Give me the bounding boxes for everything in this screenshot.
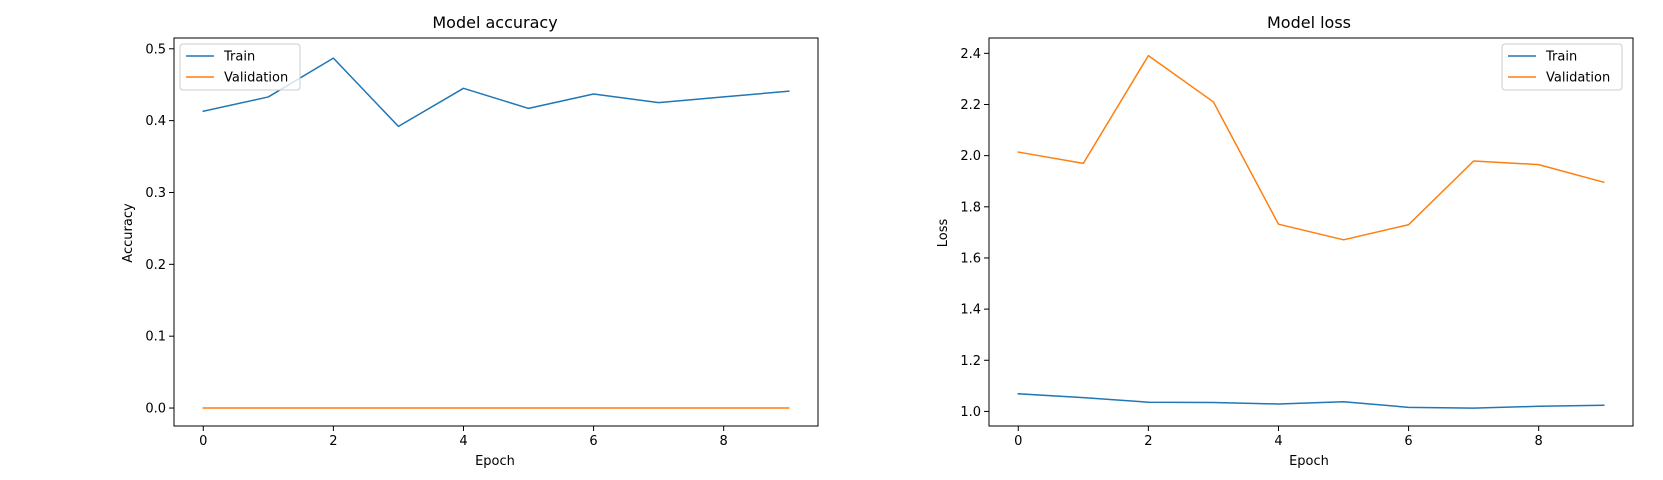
loss-y-tick-label: 2.0 [960, 149, 981, 164]
accuracy-series-train-line [202, 57, 790, 128]
accuracy-y-tick-label: 0.2 [145, 258, 166, 273]
accuracy-x-axis-label: Epoch [475, 454, 515, 469]
accuracy-y-tick-label: 0.5 [145, 42, 166, 57]
accuracy-legend: Train Validation [179, 43, 301, 91]
loss-x-tick-label: 4 [1274, 434, 1282, 449]
accuracy-x-tick-label: 6 [589, 434, 597, 449]
loss-axes-frame [988, 37, 1634, 427]
loss-y-tick-label: 1.6 [960, 251, 981, 266]
accuracy-x-tick-label: 0 [199, 434, 207, 449]
accuracy-y-axis-label: Accuracy [121, 203, 136, 263]
accuracy-y-tick-label: 0.1 [145, 330, 166, 345]
loss-y-tick-label: 2.2 [960, 98, 981, 113]
loss-chart: Model loss 0 2 4 6 8 1.0 1.2 1.4 1.6 1.8 2.0 2.2 2.4… [936, 13, 1634, 469]
loss-y-tick-label: 1.8 [960, 200, 981, 215]
loss-x-tick-label: 2 [1144, 434, 1152, 449]
accuracy-y-tick-label: 0.4 [145, 114, 166, 129]
accuracy-y-tick-label: 0.0 [145, 402, 166, 417]
loss-legend: Train Validation [1501, 43, 1623, 91]
loss-y-tick-label: 2.4 [960, 47, 981, 62]
loss-x-tick-label: 6 [1404, 434, 1412, 449]
loss-y-tick-label: 1.0 [960, 405, 981, 420]
accuracy-chart-title: Model accuracy [432, 13, 557, 32]
loss-chart-title: Model loss [1267, 13, 1351, 32]
accuracy-plot-area: 0 2 4 6 8 0.0 0.1 0.2 0.3 0.4 0.5 [145, 37, 819, 449]
loss-y-tick-label: 1.2 [960, 354, 981, 369]
accuracy-y-tick-label: 0.3 [145, 186, 166, 201]
accuracy-x-tick-label: 4 [459, 434, 467, 449]
loss-y-axis-label: Loss [936, 219, 951, 248]
loss-legend-train-label: Train [1545, 50, 1577, 65]
loss-x-tick-label: 0 [1014, 434, 1022, 449]
accuracy-legend-train-label: Train [223, 50, 255, 65]
accuracy-chart: Model accuracy 0 2 4 6 8 0.0 0.1 0.2 0.3 0.4 0.5 E… [121, 13, 819, 469]
loss-y-tick-label: 1.4 [960, 303, 981, 318]
loss-legend-validation-label: Validation [1546, 71, 1610, 86]
accuracy-legend-validation-label: Validation [224, 71, 288, 86]
accuracy-x-tick-label: 2 [329, 434, 337, 449]
accuracy-axes-frame [173, 37, 819, 427]
loss-x-tick-label: 8 [1535, 434, 1543, 449]
loss-series-train-line [1017, 392, 1605, 409]
loss-x-axis-label: Epoch [1289, 454, 1329, 469]
accuracy-x-tick-label: 8 [720, 434, 728, 449]
loss-plot-area: 0 2 4 6 8 1.0 1.2 1.4 1.6 1.8 2.0 2.2 2.4 [960, 37, 1634, 449]
loss-series-validation-line [1017, 54, 1605, 241]
